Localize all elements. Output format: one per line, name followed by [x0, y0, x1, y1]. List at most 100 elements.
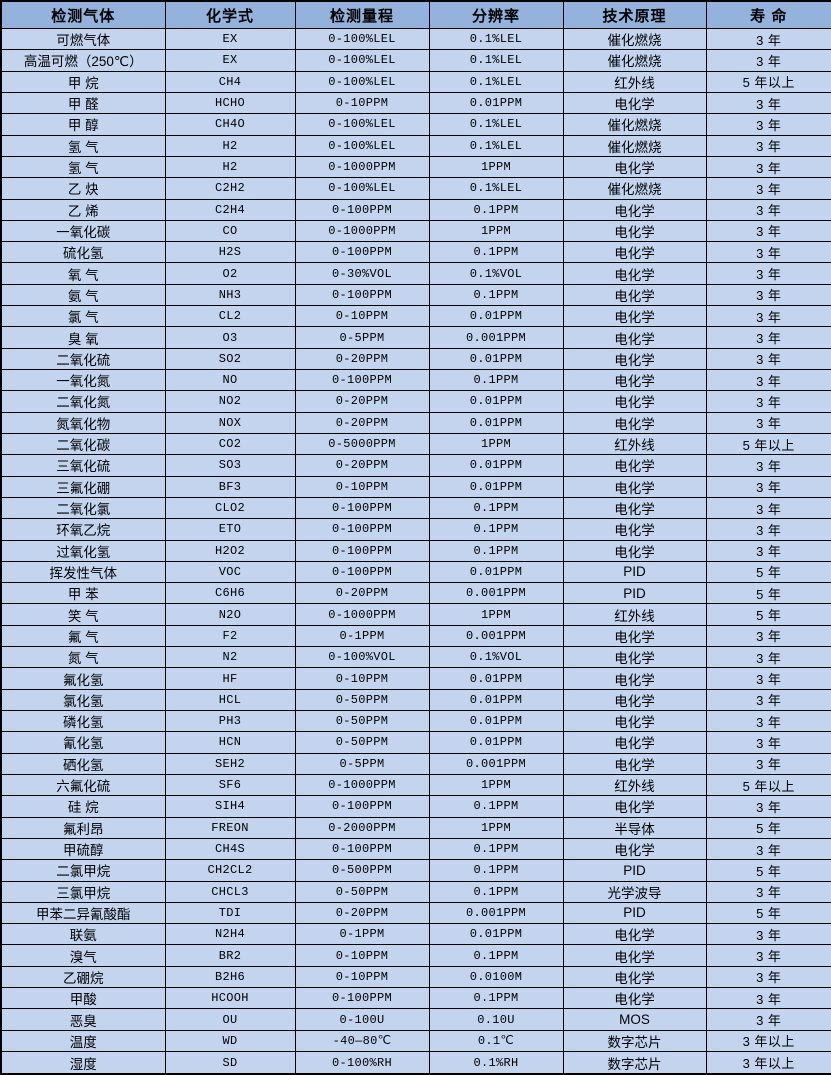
cell-name: 甲 苯	[0, 582, 166, 605]
cell-range: 0-20PPM	[294, 411, 430, 434]
cell-resolution: 0.1PPM	[428, 859, 564, 882]
table-row: 可燃气体 EX 0-100%LEL 0.1%LEL 催化燃烧 3 年	[0, 27, 831, 51]
cell-name: 二氧化硫	[0, 347, 166, 371]
cell-name: 氯 气	[0, 305, 166, 328]
cell-range: 0-1000PPM	[294, 773, 430, 797]
cell-resolution: 0.1PPM	[428, 496, 564, 520]
cell-range: 0-50PPM	[294, 731, 430, 754]
cell-tech: 催化燃烧	[562, 49, 707, 72]
cell-name: 硅 烷	[0, 795, 166, 818]
cell-life: 3 年	[705, 27, 831, 51]
cell-resolution: 0.01PPM	[428, 688, 564, 712]
cell-resolution: 1PPM	[428, 816, 564, 839]
cell-resolution: 0.1%LEL	[428, 49, 564, 72]
cell-range: 0-100%LEL	[294, 70, 430, 93]
cell-tech: 催化燃烧	[562, 27, 707, 51]
cell-tech: 电化学	[562, 709, 707, 733]
cell-tech: 电化学	[562, 837, 707, 861]
cell-resolution: 0.1%LEL	[428, 27, 564, 51]
cell-resolution: 0.0100M	[428, 965, 564, 989]
cell-formula: C2H2	[164, 177, 296, 200]
cell-range: 0-100PPM	[294, 496, 430, 520]
cell-formula: CHCL3	[164, 880, 296, 903]
cell-resolution: 0.1PPM	[428, 283, 564, 307]
cell-name: 二氧化碳	[0, 432, 166, 456]
cell-formula: CH2CL2	[164, 859, 296, 882]
cell-name: 氮氧化物	[0, 411, 166, 434]
cell-resolution: 0.001PPM	[428, 624, 564, 648]
table-row: 乙 炔 C2H2 0-100%LEL 0.1%LEL 催化燃烧 3 年	[0, 177, 831, 200]
cell-resolution: 0.001PPM	[428, 326, 564, 349]
cell-name: 臭 氧	[0, 326, 166, 349]
table-row: 六氟化硫 SF6 0-1000PPM 1PPM 红外线 5 年以上	[0, 773, 831, 797]
cell-name: 湿度	[0, 1051, 166, 1075]
cell-name: 乙 烯	[0, 198, 166, 221]
cell-life: 3 年	[705, 454, 831, 477]
cell-range: 0-100PPM	[294, 539, 430, 562]
table-row: 溴气 BR2 0-10PPM 0.1PPM 电化学 3 年	[0, 944, 831, 967]
cell-life: 3 年	[705, 49, 831, 72]
cell-tech: 电化学	[562, 262, 707, 285]
cell-name: 温度	[0, 1029, 166, 1053]
cell-tech: 电化学	[562, 496, 707, 520]
cell-life: 3 年	[705, 134, 831, 157]
cell-range: 0-100%VOL	[294, 646, 430, 669]
cell-formula: CO	[164, 219, 296, 243]
cell-formula: HCOOH	[164, 987, 296, 1010]
cell-formula: CH4O	[164, 113, 296, 136]
column-header-lifespan: 寿 命	[705, 0, 831, 29]
cell-life: 5 年以上	[705, 773, 831, 797]
cell-life: 3 年	[705, 219, 831, 243]
cell-formula: TDI	[164, 901, 296, 925]
cell-life: 3 年	[705, 944, 831, 967]
cell-tech: 催化燃烧	[562, 134, 707, 157]
cell-range: 0-100PPM	[294, 837, 430, 861]
cell-resolution: 0.01PPM	[428, 305, 564, 328]
cell-resolution: 0.1℃	[428, 1029, 564, 1053]
cell-life: 3 年	[705, 113, 831, 136]
cell-range: 0-20PPM	[294, 454, 430, 477]
cell-formula: OU	[164, 1008, 296, 1031]
table-row: 氨 气 NH3 0-100PPM 0.1PPM 电化学 3 年	[0, 283, 831, 307]
cell-range: 0-5000PPM	[294, 432, 430, 456]
table-row: 三氯甲烷 CHCL3 0-50PPM 0.1PPM 光学波导 3 年	[0, 880, 831, 903]
cell-name: 氟化氢	[0, 667, 166, 690]
cell-range: 0-50PPM	[294, 688, 430, 712]
cell-name: 溴气	[0, 944, 166, 967]
cell-tech: 电化学	[562, 944, 707, 967]
cell-range: 0-10PPM	[294, 667, 430, 690]
cell-range: 0-50PPM	[294, 880, 430, 903]
cell-tech: MOS	[562, 1008, 707, 1031]
cell-range: 0-100PPM	[294, 518, 430, 541]
table-row: 恶臭 OU 0-100U 0.10U MOS 3 年	[0, 1008, 831, 1031]
cell-range: 0-10PPM	[294, 91, 430, 115]
cell-tech: 红外线	[562, 432, 707, 456]
cell-resolution: 0.01PPM	[428, 667, 564, 690]
cell-range: 0-10PPM	[294, 944, 430, 967]
cell-name: 可燃气体	[0, 27, 166, 51]
cell-formula: CH4	[164, 70, 296, 93]
cell-formula: ETO	[164, 518, 296, 541]
cell-resolution: 0.10U	[428, 1008, 564, 1031]
cell-life: 5 年	[705, 816, 831, 839]
cell-tech: 电化学	[562, 91, 707, 115]
cell-resolution: 0.001PPM	[428, 901, 564, 925]
cell-formula: HCHO	[164, 91, 296, 115]
cell-range: 0-10PPM	[294, 965, 430, 989]
cell-name: 硒化氢	[0, 752, 166, 775]
cell-formula: CL2	[164, 305, 296, 328]
cell-formula: CH4S	[164, 837, 296, 861]
cell-name: 氢 气	[0, 155, 166, 179]
cell-resolution: 1PPM	[428, 603, 564, 626]
cell-life: 3 年	[705, 539, 831, 562]
cell-range: 0-1000PPM	[294, 155, 430, 179]
table-row: 三氟化硼 BF3 0-10PPM 0.01PPM 电化学 3 年	[0, 475, 831, 498]
cell-formula: C2H4	[164, 198, 296, 221]
cell-formula: H2O2	[164, 539, 296, 562]
table-row: 二氧化碳 CO2 0-5000PPM 1PPM 红外线 5 年以上	[0, 432, 831, 456]
cell-range: 0-100PPM	[294, 795, 430, 818]
table-row: 甲硫醇 CH4S 0-100PPM 0.1PPM 电化学 3 年	[0, 837, 831, 861]
cell-tech: 电化学	[562, 923, 707, 946]
cell-name: 三氟化硼	[0, 475, 166, 498]
cell-life: 3 年	[705, 731, 831, 754]
